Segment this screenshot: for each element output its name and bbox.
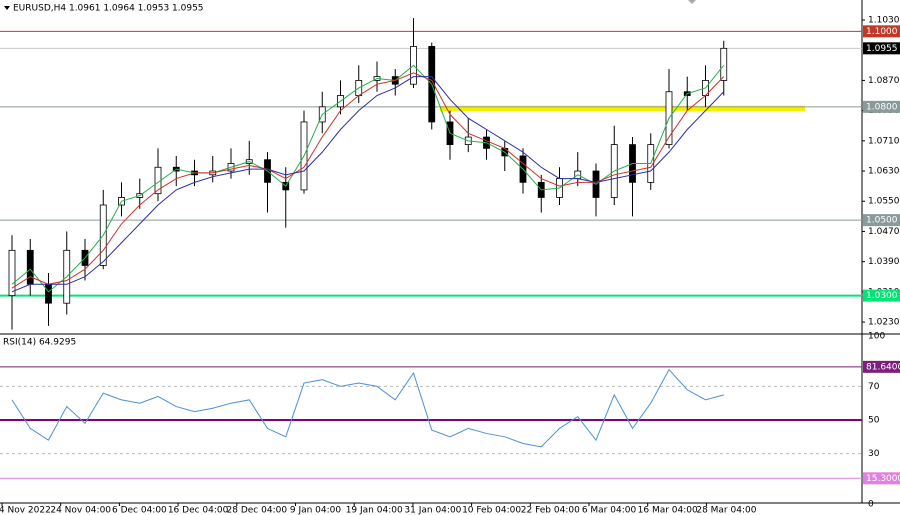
x-tick-label: 9 Jan 04:00	[290, 506, 342, 515]
x-tick-label: 6 Mar 04:00	[582, 506, 637, 515]
moving-average	[11, 76, 725, 293]
x-tick-label: 6 Dec 04:00	[112, 506, 167, 515]
x-tick-label: 19 Jan 04:00	[346, 506, 403, 515]
level-label: 15.3000	[866, 474, 900, 484]
candle-body	[45, 283, 52, 304]
level-label-box	[863, 25, 900, 38]
level-label-box	[863, 42, 900, 55]
level-label: 1.0300	[866, 291, 898, 301]
x-tick-label: 28 Dec 04:00	[227, 506, 288, 515]
y-tick-label: 100	[868, 332, 885, 342]
y-tick-label: 30	[868, 449, 880, 459]
x-tick-label: 22 Feb 04:00	[521, 506, 580, 515]
candle-body	[720, 47, 728, 81]
y-tick-label: 1.0390	[868, 257, 900, 267]
y-tick-label: 1.0630	[868, 167, 900, 177]
level-label: 1.0800	[866, 102, 898, 112]
candle-body	[26, 249, 34, 285]
moving-average	[11, 64, 725, 293]
y-tick-label: 70	[868, 382, 880, 392]
y-tick-label: 1.0470	[868, 227, 900, 237]
x-tick-label: 14 Nov 2022	[0, 506, 51, 515]
level-label-box	[863, 360, 900, 373]
y-tick-label: 1.0550	[868, 197, 900, 207]
level-label: 81.6400	[866, 362, 900, 372]
level-label-box	[863, 214, 900, 227]
shift-marker	[688, 0, 696, 4]
x-tick-label: 24 Nov 04:00	[50, 506, 111, 515]
y-tick-label: 1.0870	[868, 76, 900, 86]
level-label: 1.0955	[866, 44, 898, 54]
y-tick-label: 0	[868, 500, 874, 510]
level-label-box	[863, 289, 900, 302]
zone	[440, 105, 805, 112]
x-tick-label: 10 Feb 04:00	[462, 506, 521, 515]
y-tick-label: 1.0230	[868, 318, 900, 328]
level-label-box	[863, 100, 900, 113]
x-tick-label: 28 Mar 04:00	[696, 506, 756, 515]
rsi-title: RSI(14) 64.9295	[3, 338, 76, 348]
x-tick-label: 16 Dec 04:00	[168, 506, 229, 515]
level-label: 1.1000	[866, 27, 898, 37]
level-label-box	[863, 472, 900, 485]
x-tick-label: 31 Jan 04:00	[404, 506, 461, 515]
x-tick-label: 16 Mar 04:00	[638, 506, 698, 515]
y-tick-label: 1.0710	[868, 136, 900, 146]
y-tick-label: 50	[868, 416, 880, 426]
candle-body	[8, 249, 16, 297]
y-tick-label: 1.1030	[868, 16, 900, 26]
level-label: 1.0500	[866, 216, 898, 226]
moving-average	[11, 72, 725, 289]
chart-title: EURUSD,H4 1.0961 1.0964 1.0953 1.0955	[13, 4, 204, 14]
rsi-line	[11, 368, 724, 448]
menu-arrow[interactable]	[4, 6, 10, 10]
